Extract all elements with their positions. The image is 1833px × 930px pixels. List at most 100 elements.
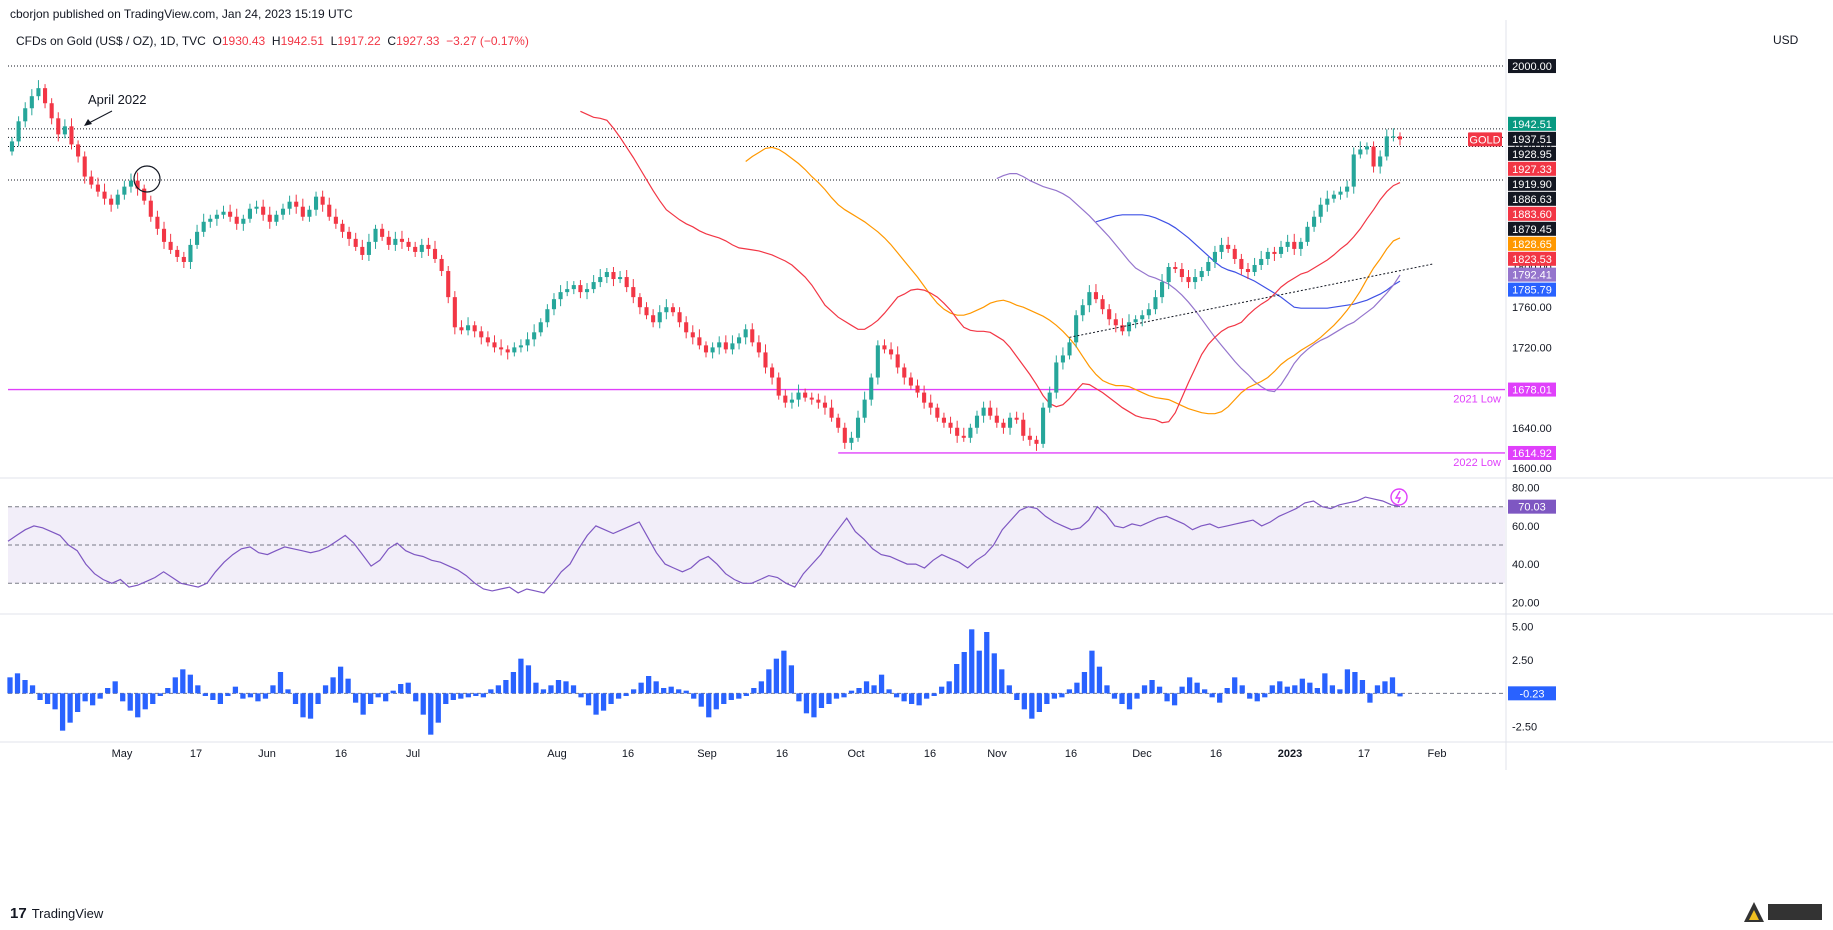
candle-body <box>789 399 794 403</box>
candle-body <box>89 176 94 185</box>
candle <box>518 339 523 353</box>
candle-body <box>201 221 206 232</box>
candle-body <box>836 417 841 428</box>
osc-bar <box>1224 688 1230 694</box>
candle <box>29 89 34 116</box>
rsi-tick-label: 60.00 <box>1512 521 1540 533</box>
candle-body <box>1351 154 1356 187</box>
candle-body <box>935 407 940 418</box>
osc-bar <box>187 674 193 694</box>
candle <box>908 372 913 390</box>
candle <box>128 173 134 193</box>
osc-bar <box>1014 693 1020 700</box>
candle-body <box>1166 267 1171 283</box>
candle <box>1364 142 1370 155</box>
osc-bar <box>698 693 704 707</box>
candle <box>1384 129 1389 161</box>
candle-body <box>36 88 41 97</box>
candle <box>1232 244 1237 264</box>
candle <box>796 384 801 407</box>
candle-body <box>928 402 933 408</box>
candle-body <box>261 206 266 215</box>
candle-body <box>1074 315 1079 343</box>
candle <box>525 332 530 352</box>
candle-body <box>1358 149 1363 155</box>
currency-label[interactable]: USD <box>1773 33 1799 47</box>
candle <box>1278 240 1284 258</box>
candle <box>1351 147 1356 194</box>
osc-bar <box>1096 666 1103 694</box>
candle-body <box>446 271 451 298</box>
osc-bar <box>390 690 396 694</box>
osc-bar <box>984 632 990 694</box>
candle <box>1298 237 1303 256</box>
osc-bar <box>22 680 28 694</box>
candle <box>267 206 272 229</box>
candle-body <box>902 367 907 378</box>
price-label <box>1508 191 1556 206</box>
candle-body <box>228 211 233 217</box>
osc-bar <box>555 680 562 694</box>
candle-body <box>1232 248 1237 259</box>
candle <box>697 329 702 350</box>
price-label-text: 1879.45 <box>1512 224 1552 236</box>
candle-body <box>1331 194 1336 199</box>
candle-body <box>181 256 186 262</box>
osc-bar <box>52 693 58 710</box>
osc-bar <box>172 677 178 694</box>
osc-bar <box>1119 693 1125 704</box>
osc-bar <box>232 686 239 694</box>
x-tick-label: 16 <box>924 748 936 760</box>
candle-body <box>1397 136 1403 140</box>
candle-body <box>1153 297 1158 310</box>
osc-bar <box>1209 693 1215 698</box>
tradingview-brand[interactable]: 17 TradingView <box>10 905 103 922</box>
candle <box>1100 295 1105 315</box>
price-label-bg <box>1508 251 1556 266</box>
candle <box>783 389 788 408</box>
candle-body <box>399 238 405 242</box>
osc-bar <box>1059 693 1065 698</box>
osc-bar <box>1081 672 1088 694</box>
osc-bar <box>788 665 795 694</box>
osc-bar <box>59 693 66 731</box>
candle-body <box>320 196 325 205</box>
candle <box>1054 355 1059 399</box>
osc-bar <box>848 690 855 694</box>
candle-body <box>551 299 557 310</box>
x-tick-label: 17 <box>190 748 202 760</box>
candle-body <box>386 236 391 245</box>
candle <box>776 372 781 400</box>
osc-bar <box>1029 693 1035 719</box>
candle-body <box>49 103 54 119</box>
open-value: 1930.43 <box>221 34 266 48</box>
candle-body <box>1278 246 1284 254</box>
osc-tick-label: 2.50 <box>1512 655 1533 667</box>
osc-bar <box>758 681 764 694</box>
candle <box>426 237 431 256</box>
candle-body <box>168 241 173 250</box>
osc-bar <box>1217 693 1223 703</box>
osc-bar <box>683 690 689 694</box>
candle-body <box>9 141 15 152</box>
candle <box>1265 247 1270 265</box>
candle-body <box>294 201 299 207</box>
candle <box>1397 132 1403 146</box>
osc-bar <box>112 681 118 694</box>
candle <box>76 140 81 163</box>
candle-body <box>393 238 398 245</box>
osc-bar <box>195 685 201 694</box>
candle <box>770 363 775 385</box>
candle-body <box>763 352 768 368</box>
osc-bar <box>1329 685 1336 694</box>
support-price-text: 1678.01 <box>1512 385 1552 397</box>
candle-body <box>703 345 709 353</box>
candle <box>1272 246 1277 261</box>
candle-body <box>122 186 127 195</box>
candle-body <box>743 329 748 338</box>
osc-bar <box>473 693 479 696</box>
candle <box>360 239 365 260</box>
candle <box>882 339 887 354</box>
osc-bar <box>435 693 441 723</box>
